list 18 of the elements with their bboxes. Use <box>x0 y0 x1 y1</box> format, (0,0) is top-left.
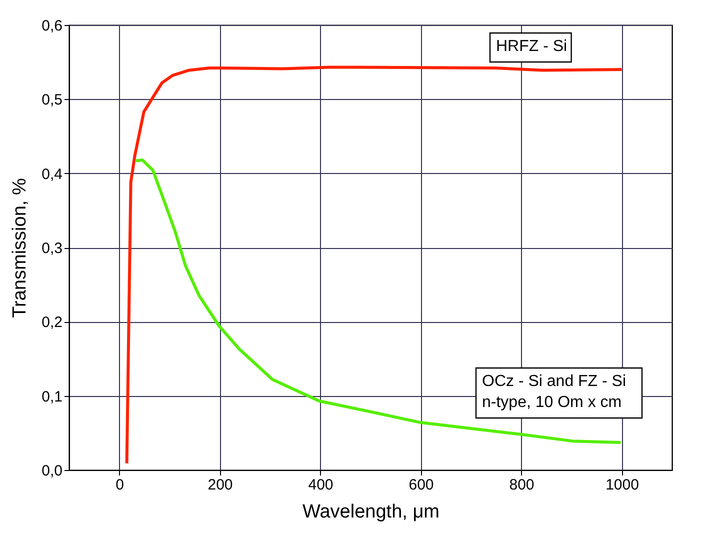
x-tick-label: 0 <box>116 476 124 494</box>
y-tick-label: 0,4 <box>42 166 62 183</box>
x-axis-title: Wavelength, μm <box>302 502 440 522</box>
x-tick-label: 200 <box>208 476 233 494</box>
x-tick-label: 800 <box>509 476 534 494</box>
y-tick-label: 0,6 <box>42 18 62 34</box>
series-label: OCz - Si and FZ - Si n-type, 10 Om x cm <box>482 373 626 411</box>
x-tick-label: 600 <box>408 476 434 494</box>
x-tick-label: 400 <box>308 476 334 494</box>
series-label: HRFZ - Si <box>496 38 568 55</box>
x-tick-label: 1000 <box>606 476 639 494</box>
y-tick-label: 0,2 <box>42 314 62 332</box>
y-tick-label: 0,3 <box>42 240 62 257</box>
y-tick-label: 0,5 <box>42 92 62 109</box>
y-tick-label: 0,1 <box>42 388 62 406</box>
y-axis-title: Transmission, % <box>10 178 31 318</box>
line-series <box>125 66 624 465</box>
y-tick-label: 0,0 <box>42 462 62 480</box>
